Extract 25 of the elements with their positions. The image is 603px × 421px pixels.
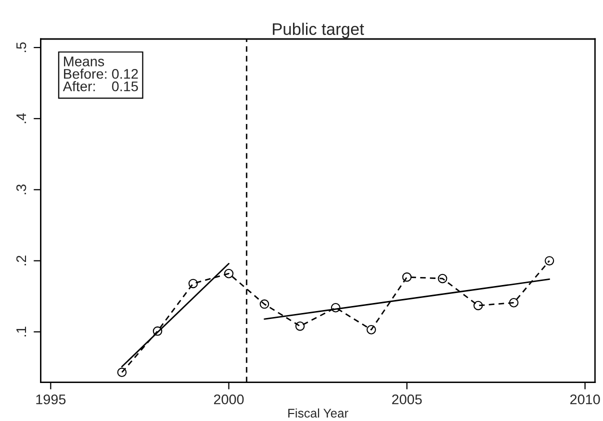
x-tick-label: 2000	[214, 394, 244, 404]
point	[544, 256, 554, 266]
x-axis-title: Fiscal Year	[288, 408, 348, 418]
point	[438, 274, 448, 284]
point	[152, 326, 162, 336]
point	[295, 321, 305, 331]
point	[188, 278, 198, 288]
x-tick-label: 2010	[570, 394, 600, 404]
point	[402, 272, 412, 282]
point	[366, 325, 376, 334]
y-tick-label: .1	[16, 326, 26, 336]
y-tick-label: .2	[16, 256, 26, 266]
y-tick-label: .5	[16, 42, 26, 52]
point	[330, 302, 340, 312]
point	[473, 300, 483, 310]
point	[224, 268, 234, 278]
annotation: Means Before: 0.12 After: 0.15	[62, 56, 138, 92]
point	[509, 298, 518, 308]
point	[260, 299, 270, 309]
x-tick-label: 1995	[36, 394, 66, 404]
x-tick-label: 2005	[392, 394, 422, 404]
y-tick-label: .3	[16, 184, 26, 194]
point	[117, 368, 127, 378]
y-tick-label: .4	[16, 113, 26, 124]
chart-title: Public target	[272, 22, 364, 38]
